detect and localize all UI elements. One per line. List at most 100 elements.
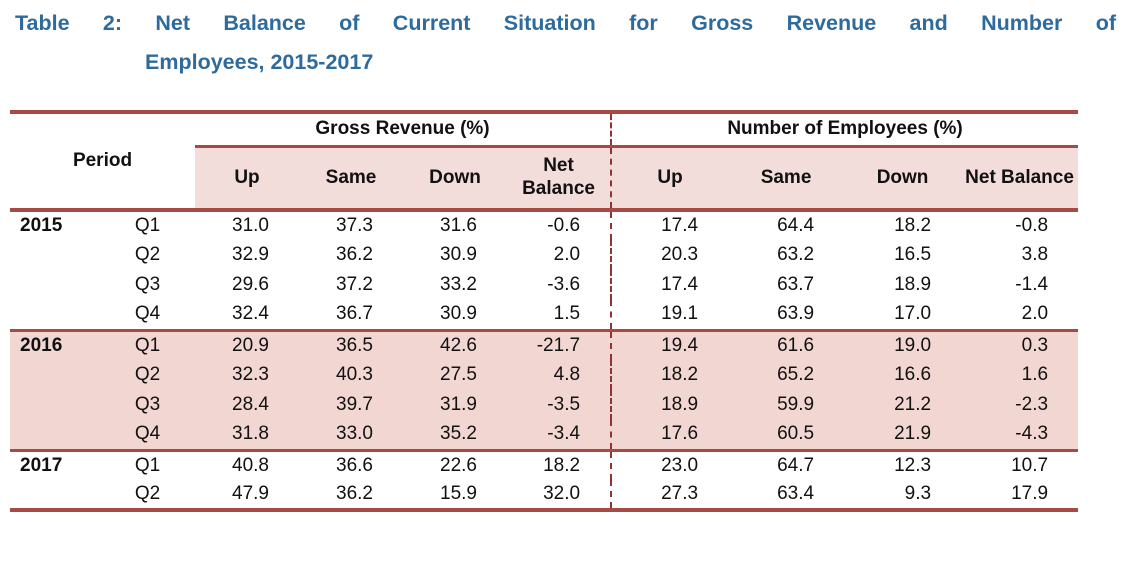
year-cell [10, 300, 100, 330]
year-cell [10, 420, 100, 450]
gr-same-cell: 40.3 [299, 360, 403, 390]
emp-same-cell: 64.4 [777, 215, 815, 236]
net-balance-table: Period Gross Revenue (%) Number of Emplo… [10, 110, 1079, 512]
emp-same-header: Same [728, 146, 845, 212]
emp-down-cell: 21.9 [844, 420, 962, 450]
emp-same-cell: 61.6 [728, 328, 845, 360]
emp-down-cell: 21.2 [844, 390, 962, 420]
gr-down-cell: 42.6 [403, 328, 507, 360]
year-cell [10, 480, 100, 512]
emp-down-cell: 18.2 [894, 215, 932, 236]
gr-down-header: Down [403, 146, 507, 212]
gr-same-cell: 37.3 [336, 215, 373, 236]
gr-same-cell: 36.2 [299, 480, 403, 512]
gr-netbalance-cell: 4.8 [507, 360, 612, 390]
year-cell [10, 240, 100, 270]
emp-netbalance-cell: 1.6 [961, 360, 1079, 390]
emp-netbalance-cell: 3.8 [1021, 244, 1049, 265]
emp-up-cell: 23.0 [610, 448, 729, 480]
quarter-cell: Q4 [134, 303, 161, 325]
emp-netbalance-header: Net Balance [961, 146, 1079, 212]
table-row: 2016 Q1 20.9 36.5 42.6 -21.7 19.4 61.6 19.0 0.3 [10, 328, 1079, 360]
emp-down-cell: 12.3 [844, 448, 962, 480]
gr-up-cell: 28.4 [195, 390, 299, 420]
table-row: 2017 Q1 40.8 36.6 22.6 18.2 23.0 64.7 12.3 10.7 [10, 448, 1079, 480]
emp-up-cell: 18.9 [610, 390, 729, 420]
gr-up-cell: 31.8 [195, 420, 299, 450]
emp-down-cell: 16.6 [844, 360, 962, 390]
gr-netbalance-cell: -3.5 [507, 390, 612, 420]
emp-up-cell: 17.6 [610, 420, 729, 450]
emp-down-cell: 16.5 [894, 244, 932, 265]
year-cell [10, 360, 100, 390]
table-row: 2015 Q1 31.0 37.3 31.6 -0.6 17.4 64.4 18.2 -0.8 [10, 210, 1078, 240]
gr-same-cell: 36.5 [299, 328, 403, 360]
gr-same-cell: 36.2 [336, 244, 373, 265]
gr-netbalance-cell: -3.4 [507, 420, 612, 450]
emp-netbalance-cell: 2.0 [1021, 303, 1049, 325]
emp-same-cell: 63.2 [777, 244, 815, 265]
quarter-cell: Q3 [100, 390, 195, 420]
table-row: Q4 31.8 33.0 35.2 -3.4 17.6 60.5 21.9 -4.3 [10, 420, 1079, 450]
emp-up-cell: 19.4 [610, 328, 729, 360]
period-header: Period [10, 110, 195, 212]
quarter-cell: Q1 [100, 448, 195, 480]
gr-netbalance-cell: 2.0 [553, 244, 581, 265]
gr-same-header: Same [299, 146, 403, 212]
gr-down-cell: 33.2 [440, 274, 477, 295]
quarter-cell: Q2 [100, 480, 195, 512]
document-page: Table 2: Net Balance of Current Situatio… [0, 11, 1131, 578]
gr-netbalance-cell: 1.5 [553, 303, 581, 325]
gr-down-cell: 15.9 [403, 480, 507, 512]
table-row: Q4 32.4 36.7 30.9 1.5 19.1 63.9 17.0 2.0 [10, 300, 1078, 330]
quarter-cell: Q3 [134, 274, 161, 295]
gr-down-cell: 31.9 [403, 390, 507, 420]
emp-same-cell: 63.7 [777, 274, 815, 295]
gr-netbalance-cell: -21.7 [507, 328, 612, 360]
emp-same-cell: 65.2 [728, 360, 845, 390]
gr-same-cell: 33.0 [299, 420, 403, 450]
group-header-row: Period Gross Revenue (%) Number of Emplo… [10, 110, 1079, 212]
emp-up-cell: 17.4 [610, 270, 729, 300]
emp-netbalance-cell: 17.9 [961, 480, 1079, 512]
emp-up-cell: 20.3 [610, 240, 729, 270]
gr-up-cell: 32.4 [232, 303, 269, 325]
table-title-line1: Table 2: Net Balance of Current Situatio… [15, 11, 1116, 35]
year-cell: 2016 [10, 328, 100, 360]
gr-same-cell: 36.6 [299, 448, 403, 480]
gr-down-cell: 35.2 [403, 420, 507, 450]
employees-group-header: Number of Employees (%) [610, 110, 1079, 148]
gr-down-cell: 31.6 [440, 215, 477, 236]
emp-same-cell: 64.7 [728, 448, 845, 480]
gr-up-cell: 32.9 [232, 244, 269, 265]
gr-up-cell: 32.3 [195, 360, 299, 390]
gr-up-cell: 40.8 [195, 448, 299, 480]
quarter-cell: Q1 [100, 328, 195, 360]
gr-down-cell: 27.5 [403, 360, 507, 390]
emp-up-header: Up [610, 146, 729, 212]
emp-up-cell: 27.3 [610, 480, 729, 512]
gr-netbalance-cell: -3.6 [547, 274, 581, 295]
year-cell [10, 270, 100, 300]
gr-same-cell: 37.2 [336, 274, 373, 295]
gr-same-cell: 36.7 [336, 303, 373, 325]
emp-netbalance-cell: -4.3 [961, 420, 1079, 450]
gr-up-cell: 20.9 [195, 328, 299, 360]
emp-netbalance-cell: 0.3 [961, 328, 1079, 360]
year-cell: 2015 [20, 215, 63, 236]
table-row: Q3 28.4 39.7 31.9 -3.5 18.9 59.9 21.2 -2.3 [10, 390, 1079, 420]
gross-revenue-group-header: Gross Revenue (%) [195, 110, 612, 148]
table-row: Q2 47.9 36.2 15.9 32.0 27.3 63.4 9.3 17.9 [10, 480, 1079, 512]
emp-up-cell: 17.4 [610, 210, 729, 240]
gr-netbalance-cell: 18.2 [507, 448, 612, 480]
year-cell: 2017 [10, 448, 100, 480]
emp-down-cell: 17.0 [894, 303, 932, 325]
quarter-cell: Q2 [134, 244, 161, 265]
gr-same-cell: 39.7 [299, 390, 403, 420]
emp-up-cell: 19.1 [610, 300, 729, 330]
emp-netbalance-cell: -2.3 [961, 390, 1079, 420]
emp-same-cell: 63.9 [777, 303, 815, 325]
emp-netbalance-cell: -0.8 [1015, 215, 1049, 236]
table-title-line2: Employees, 2015-2017 [145, 49, 374, 74]
gr-up-header: Up [195, 146, 299, 212]
